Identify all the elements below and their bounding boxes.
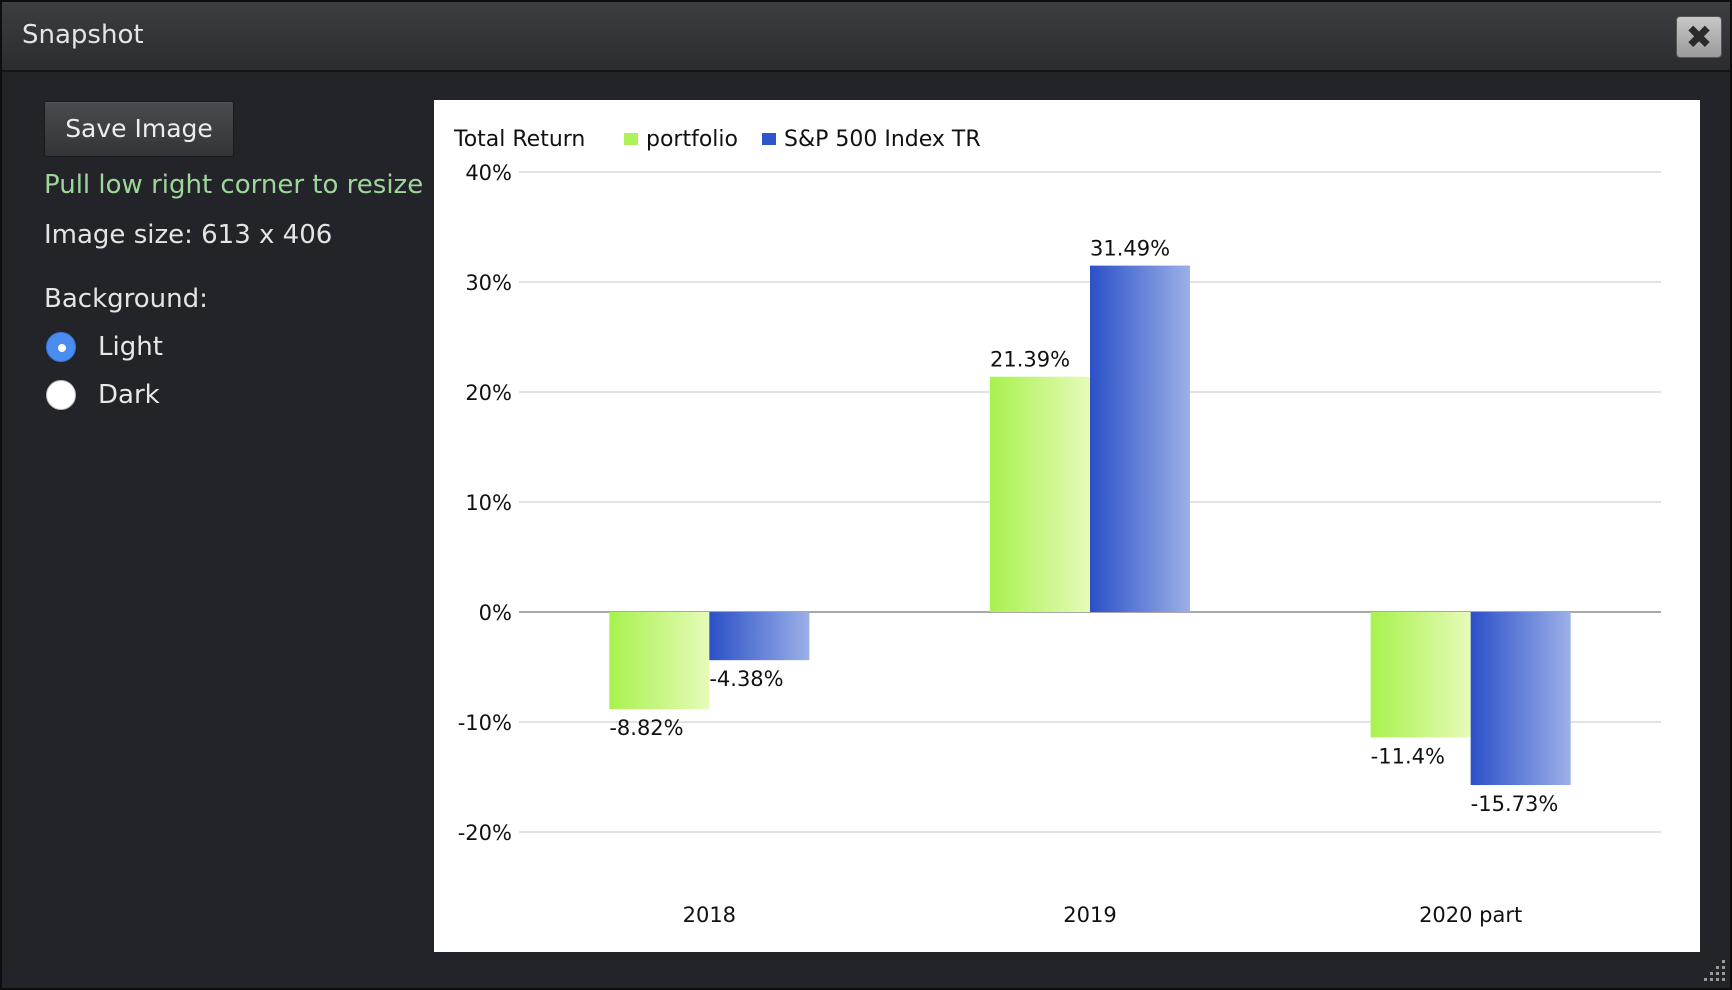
background-label: Background: [44,284,208,314]
data-label: 31.49% [1090,237,1170,261]
data-label: -11.4% [1371,744,1445,768]
bar-sp500[interactable] [1090,265,1190,612]
x-tick-label: 2020 part [1419,903,1522,927]
y-tick-label: 10% [465,491,512,515]
title-bar[interactable]: Snapshot ✖ [2,2,1730,72]
legend-swatch-sp500 [762,133,776,145]
close-button[interactable]: ✖ [1676,16,1722,58]
legend-label-sp500[interactable]: S&P 500 Index TR [784,127,981,152]
y-tick-label: 0% [479,601,512,625]
x-tick-label: 2018 [683,903,736,927]
bar-portfolio[interactable] [1370,612,1471,738]
bar-sp500[interactable] [709,612,810,661]
image-size-readout: Image size: 613 x 406 [44,220,333,250]
x-tick-label: 2019 [1063,903,1116,927]
radio-light-label: Light [98,332,163,362]
y-tick-label: 40% [465,161,512,185]
data-label: 21.39% [990,348,1070,372]
radio-dark[interactable] [46,380,76,410]
save-image-button[interactable]: Save Image [44,101,234,157]
legend-swatch-portfolio [624,133,638,145]
dialog-title: Snapshot [22,20,144,50]
bar-chart: 40% 30% 20% 10% 0% -10% -20% -8.82% -4.38% 2018 21… [453,127,1661,927]
bar-sp500[interactable] [1470,612,1571,786]
y-tick-label: -20% [458,821,512,845]
bar-portfolio[interactable] [609,612,710,710]
y-tick-label: -10% [458,711,512,735]
resize-grip-icon[interactable] [1700,958,1726,984]
data-label: -8.82% [609,716,683,740]
radio-light[interactable] [46,332,76,362]
chart-panel: 40% 30% 20% 10% 0% -10% -20% -8.82% -4.38% 2018 21… [434,100,1700,952]
background-option-dark[interactable]: Dark [46,380,160,410]
resize-hint: Pull low right corner to resize [44,170,424,200]
legend-label-portfolio[interactable]: portfolio [646,127,738,152]
data-label: -4.38% [709,667,783,691]
y-tick-label: 30% [465,271,512,295]
close-icon: ✖ [1685,18,1713,56]
background-option-light[interactable]: Light [46,332,163,362]
y-tick-label: 20% [465,381,512,405]
chart-title: Total Return [453,127,585,152]
radio-dark-label: Dark [98,380,160,410]
bar-portfolio[interactable] [990,376,1090,612]
data-label: -15.73% [1471,792,1559,816]
